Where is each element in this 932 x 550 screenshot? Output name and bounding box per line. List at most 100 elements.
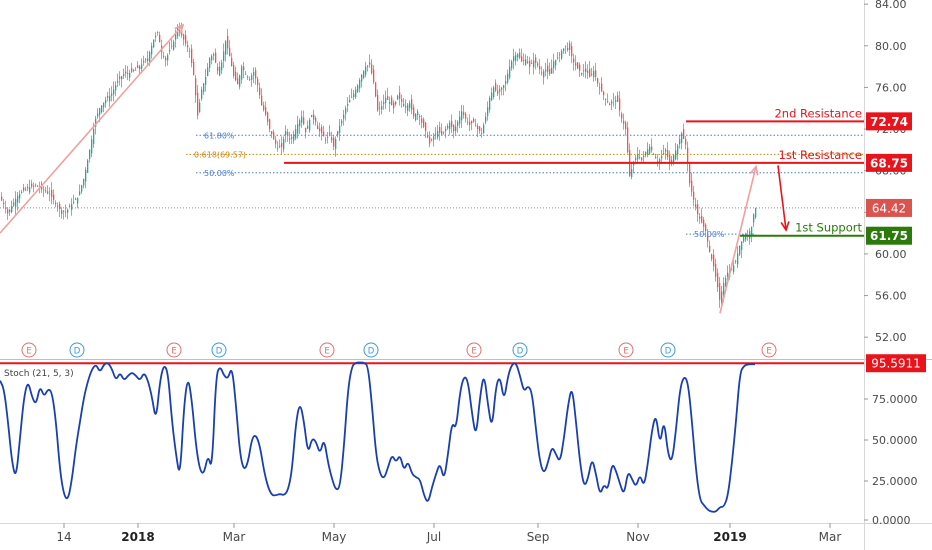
event-marker[interactable] [166, 342, 182, 358]
candle-body [567, 47, 569, 51]
price-axis[interactable]: 84.0080.0076.0072.0068.0064.0060.0056.00… [864, 0, 907, 344]
candle-body [109, 95, 111, 102]
candle-body [379, 107, 381, 109]
candle-body [531, 63, 533, 64]
candle-body [503, 85, 505, 88]
candle-body [287, 131, 289, 136]
price-tag-label: 72.74 [870, 115, 908, 129]
candle-body [169, 49, 171, 52]
candle-body [53, 194, 55, 200]
candle-body [319, 128, 321, 132]
event-marker[interactable] [21, 342, 37, 358]
event-marker[interactable] [69, 342, 85, 358]
candle-body [477, 125, 479, 130]
time-tick-label: Jul [426, 530, 441, 544]
candle-body [407, 104, 409, 111]
candle-body [427, 135, 429, 138]
price-panel[interactable]: 61.80% 0.618(69.57) 50.00% 50.00% 2nd Resis… [0, 22, 864, 358]
candle-body [11, 206, 13, 213]
candle-body [635, 158, 637, 160]
candle-body [391, 97, 393, 106]
candle-body [193, 61, 195, 75]
candle-body [195, 78, 197, 96]
candle-body [403, 104, 405, 106]
time-tick-label: Nov [626, 530, 649, 544]
candle-body [703, 219, 705, 227]
event-marker[interactable] [319, 342, 335, 358]
event-marker[interactable] [466, 342, 482, 358]
candle-body [45, 190, 47, 192]
time-tick-label: 2019 [713, 530, 746, 544]
candle-body [263, 105, 265, 110]
stochastic-axis[interactable]: 75.0000 50.0000 25.0000 0.0000 [864, 393, 918, 527]
candle-body [725, 277, 727, 287]
candle-body [701, 215, 703, 223]
event-marker[interactable] [618, 342, 634, 358]
candle-body [205, 77, 207, 85]
event-marker[interactable] [512, 342, 528, 358]
candle-body [69, 205, 71, 207]
candle-body [265, 107, 267, 115]
trend-arrow-shaft[interactable] [777, 165, 787, 231]
stochastic-line [0, 361, 864, 513]
event-marker[interactable] [660, 342, 676, 358]
stochastic-tag-label: 95.5911 [871, 357, 921, 371]
candle-body [583, 70, 585, 72]
candle-body [67, 209, 69, 213]
candle-body [529, 60, 531, 67]
candle-body [225, 40, 227, 55]
event-marker[interactable] [363, 342, 379, 358]
candle-body [509, 66, 511, 78]
candle-body [691, 180, 693, 192]
support-resistance-lines[interactable]: 2nd Resistance 1st Resistance 1st Support [284, 106, 864, 237]
price-tick-label: 76.00 [875, 81, 907, 94]
candle-body [415, 113, 417, 121]
trend-arrow-shaft[interactable] [0, 24, 184, 234]
time-axis[interactable]: 14 2018 Mar May Jul Sep Nov 2019 Mar [56, 523, 841, 544]
candle-body [33, 185, 35, 187]
candle-body [549, 68, 551, 74]
candle-body [591, 73, 593, 75]
candle-body [707, 235, 709, 242]
candle-body [429, 136, 431, 144]
candle-body [77, 197, 79, 204]
candle-body [613, 97, 615, 99]
candle-body [679, 139, 681, 145]
current-price-tag-box [866, 198, 912, 217]
candle-body [697, 204, 699, 215]
candle-body [227, 35, 229, 49]
candle-body [29, 187, 31, 193]
trend-arrows[interactable] [0, 23, 790, 314]
candle-body [681, 133, 683, 143]
candle-body [585, 68, 587, 73]
candle-body [73, 201, 75, 203]
candle-body [347, 104, 349, 106]
candle-body [455, 126, 457, 132]
candle-body [19, 193, 21, 199]
candle-body [89, 149, 91, 160]
stochastic-panel[interactable]: Stoch (21, 5, 3) [0, 361, 864, 513]
trend-arrow-shaft[interactable] [719, 166, 757, 314]
candle-body [609, 103, 611, 106]
event-marker[interactable] [761, 342, 777, 358]
candle-body [647, 149, 649, 155]
candle-body [483, 124, 485, 134]
candle-body [487, 107, 489, 117]
candle-body [307, 125, 309, 129]
candle-body [121, 76, 123, 80]
event-marker[interactable] [211, 342, 227, 358]
candle-body [673, 155, 675, 164]
candle-body [95, 118, 97, 127]
candle-body [153, 39, 155, 48]
event-marker-label: D [665, 347, 672, 357]
candle-body [123, 73, 125, 76]
candle-body [1, 196, 3, 201]
candle-body [375, 82, 377, 97]
candle-body [203, 83, 205, 92]
candle-body [661, 156, 663, 159]
candle-body [51, 189, 53, 198]
candle-body [377, 94, 379, 111]
candle-body [409, 103, 411, 109]
